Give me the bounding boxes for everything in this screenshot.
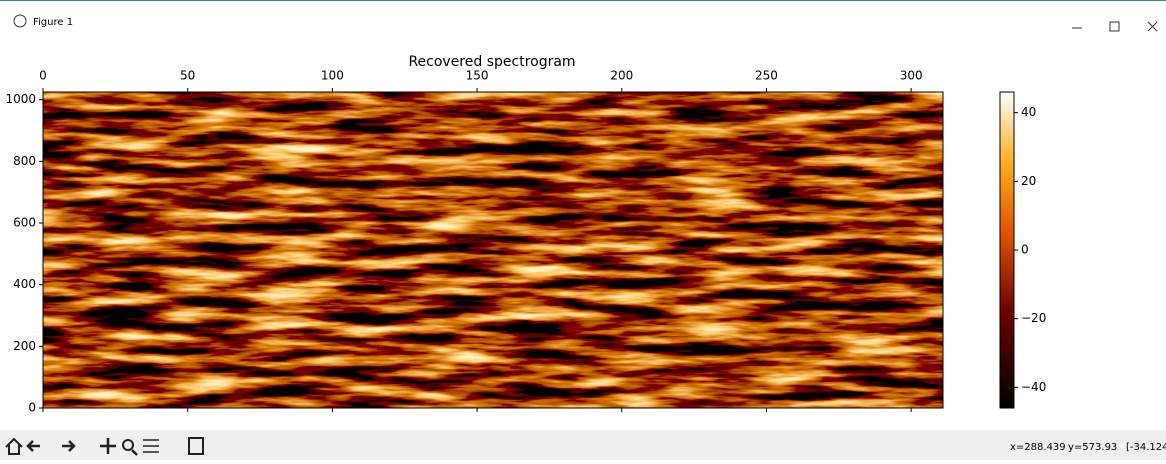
status-text: x=288.439 bbox=[1010, 442, 1066, 453]
app-icon bbox=[14, 15, 26, 27]
y-tick-label: 800 bbox=[13, 154, 36, 168]
x-tick-label: 50 bbox=[180, 69, 195, 83]
status-text: [-34.1245 bbox=[1126, 442, 1166, 453]
y-tick-label: 1000 bbox=[5, 92, 36, 106]
status-text: y=573.93 bbox=[1068, 442, 1117, 453]
y-tick-label: 0 bbox=[28, 401, 36, 415]
colorbar-tick-label: −40 bbox=[1021, 380, 1046, 394]
colorbar-tick-label: −20 bbox=[1021, 311, 1046, 325]
y-tick-label: 200 bbox=[13, 339, 36, 353]
x-tick-label: 250 bbox=[755, 69, 778, 83]
x-tick-label: 200 bbox=[610, 69, 633, 83]
colorbar-tick-label: 40 bbox=[1021, 105, 1036, 119]
window-title: Figure 1 bbox=[33, 17, 73, 28]
x-tick-label: 150 bbox=[466, 69, 489, 83]
spectrogram-image bbox=[43, 92, 943, 408]
colorbar bbox=[1000, 92, 1014, 408]
colorbar-tick-label: 20 bbox=[1021, 174, 1036, 188]
window: Figure 1 Recovered spectrogram 0 50 100 150… bbox=[0, 0, 1166, 460]
close-button[interactable] bbox=[1148, 22, 1157, 31]
y-tick-label: 400 bbox=[13, 277, 36, 291]
toolbar bbox=[0, 430, 1166, 460]
spectrogram bbox=[43, 92, 943, 408]
x-tick-label: 100 bbox=[321, 69, 344, 83]
window-border bbox=[0, 0, 1166, 1]
colorbar-tick-label: 0 bbox=[1021, 243, 1029, 257]
x-tick-label: 0 bbox=[39, 69, 47, 83]
x-tick-label: 300 bbox=[900, 69, 923, 83]
maximize-button[interactable] bbox=[1110, 22, 1119, 31]
chart-title: Recovered spectrogram bbox=[408, 54, 575, 70]
y-tick-label: 600 bbox=[13, 216, 36, 230]
